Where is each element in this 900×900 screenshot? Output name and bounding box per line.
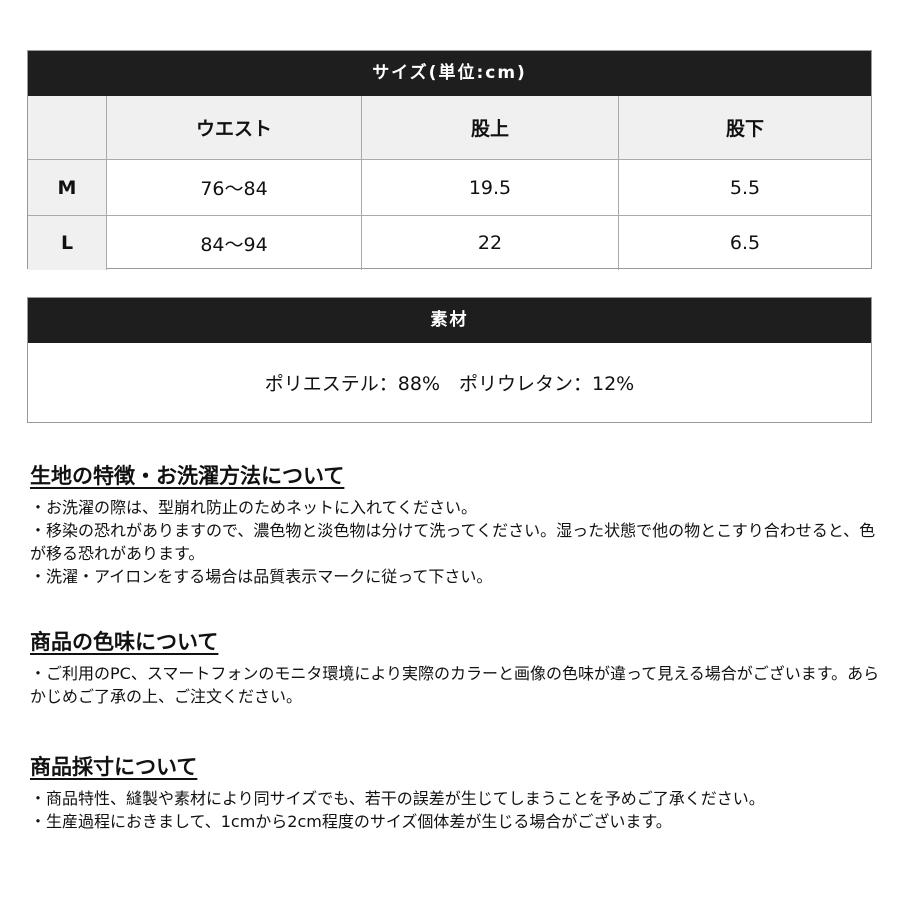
size-table-header-row: ウエスト 股上 股下 (28, 96, 871, 159)
size-label: L (28, 216, 106, 270)
size-label: M (28, 160, 106, 215)
table-cell: 22 (361, 216, 618, 270)
table-row: M 76〜84 19.5 5.5 (28, 159, 871, 215)
section-line: ・生産過程におきまして、1cmから2cm程度のサイズ個体差が生じる場合がございま… (30, 812, 672, 831)
color-section: 商品の色味について ・ご利用のPC、スマートフォンのモニタ環境により実際のカラー… (30, 626, 880, 708)
section-heading: 商品採寸について (30, 755, 198, 779)
table-cell: 84〜94 (106, 216, 361, 270)
measurement-section: 商品採寸について ・商品特性、縫製や素材により同サイズでも、若干の誤差が生じてし… (30, 751, 880, 833)
table-cell: 6.5 (618, 216, 871, 270)
size-table: サイズ(単位:cm) ウエスト 股上 股下 M 76〜84 19.5 5.5 L… (27, 50, 872, 270)
section-heading: 商品の色味について (30, 630, 219, 654)
header-cell: 股上 (361, 96, 618, 159)
table-cell: 5.5 (618, 160, 871, 215)
section-line: ・商品特性、縫製や素材により同サイズでも、若干の誤差が生じてしまうことを予めご了… (30, 789, 765, 808)
section-line: ・ご利用のPC、スマートフォンのモニタ環境により実際のカラーと画像の色味が違って… (30, 664, 880, 706)
table-cell: 76〜84 (106, 160, 361, 215)
header-cell: 股下 (618, 96, 871, 159)
care-section: 生地の特徴・お洗濯方法について ・お洗濯の際は、型崩れ防止のためネットに入れてく… (30, 460, 880, 588)
section-line: ・お洗濯の際は、型崩れ防止のためネットに入れてください。 (30, 498, 478, 517)
material-text: ポリエステル：88% ポリウレタン：12% (264, 373, 635, 395)
section-line: ・移染の恐れがありますので、濃色物と淡色物は分けて洗ってください。湿った状態で他… (30, 521, 876, 563)
header-cell: ウエスト (106, 96, 361, 159)
material-table: 素材 ポリエステル：88% ポリウレタン：12% (27, 297, 872, 423)
material-title: 素材 (28, 298, 871, 343)
table-cell: 19.5 (361, 160, 618, 215)
table-row: L 84〜94 22 6.5 (28, 215, 871, 270)
section-line: ・洗濯・アイロンをする場合は品質表示マークに従って下さい。 (30, 567, 493, 586)
size-table-title: サイズ(単位:cm) (28, 51, 871, 96)
header-cell (28, 96, 106, 159)
section-heading: 生地の特徴・お洗濯方法について (30, 464, 345, 488)
